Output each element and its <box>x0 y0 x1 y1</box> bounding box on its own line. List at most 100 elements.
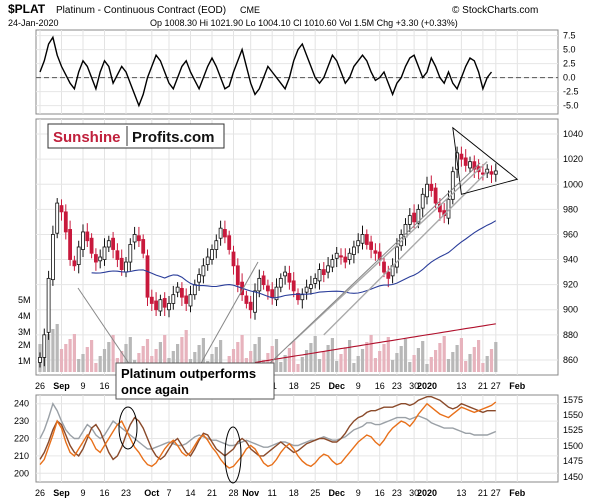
x-tick-top-15: 9 <box>356 381 361 391</box>
volume-bar-77 <box>370 335 373 372</box>
candle-body-48 <box>245 296 248 304</box>
candle-body-100 <box>469 162 472 168</box>
volume-bar-96 <box>451 352 454 372</box>
x-tick-bottom-4: 23 <box>121 488 131 498</box>
cmp-right-tick-2: 1525 <box>563 425 583 435</box>
candle-body-16 <box>107 241 110 247</box>
candle-body-61 <box>301 295 304 300</box>
x-tick-top-12: 18 <box>289 381 299 391</box>
candle-body-65 <box>318 270 321 281</box>
x-tick-top-0: 26 <box>35 381 45 391</box>
candle-body-77 <box>370 242 373 250</box>
candle-body-98 <box>460 154 463 159</box>
candle-body-64 <box>314 278 317 283</box>
candle-body-34 <box>185 296 188 304</box>
candle-body-36 <box>193 285 196 295</box>
candle-body-39 <box>206 257 209 265</box>
candle-body-41 <box>215 241 218 250</box>
volume-bar-70 <box>339 354 342 372</box>
candle-body-31 <box>172 295 175 304</box>
candle-body-13 <box>94 255 97 263</box>
x-tick-bottom-5: Oct <box>144 488 159 498</box>
volume-bar-86 <box>408 362 411 372</box>
price-ytick-8: 880 <box>563 330 578 340</box>
candle-body-71 <box>344 257 347 262</box>
candle-body-37 <box>198 275 201 283</box>
candle-body-11 <box>86 232 89 241</box>
volume-bar-101 <box>473 347 476 372</box>
candle-body-5 <box>60 206 63 212</box>
osc-ytick-4: -2.5 <box>563 87 579 97</box>
x-tick-top-16: 16 <box>375 381 385 391</box>
candle-body-45 <box>232 252 235 266</box>
candle-body-63 <box>309 285 312 289</box>
x-tick-top-20: 13 <box>456 381 466 391</box>
osc-ytick-0: 7.5 <box>563 31 576 41</box>
x-tick-bottom-22: 27 <box>491 488 501 498</box>
candle-body-89 <box>421 194 424 208</box>
candle-body-25 <box>146 256 149 297</box>
candle-body-23 <box>137 236 140 241</box>
cmp-left-tick-1: 230 <box>14 416 29 426</box>
candle-body-35 <box>189 295 192 306</box>
volume-bar-72 <box>348 340 351 372</box>
price-ytick-4: 960 <box>563 229 578 239</box>
volume-bar-5 <box>60 349 63 372</box>
candle-body-43 <box>223 229 226 237</box>
volume-bar-73 <box>352 363 355 372</box>
x-tick-top-19: 2020 <box>417 381 437 391</box>
volume-bar-105 <box>490 349 493 372</box>
volume-bar-98 <box>460 338 463 372</box>
volume-bar-79 <box>378 351 381 372</box>
volume-bar-3 <box>51 329 54 372</box>
candle-body-18 <box>116 251 119 260</box>
volume-ytick-2: 3M <box>18 327 31 337</box>
x-tick-bottom-13: 25 <box>310 488 320 498</box>
volume-bar-7 <box>69 339 72 372</box>
volume-bar-94 <box>443 336 446 372</box>
volume-bar-95 <box>447 359 450 372</box>
candle-body-106 <box>494 171 497 174</box>
price-ytick-9: 860 <box>563 355 578 365</box>
volume-bar-87 <box>413 355 416 372</box>
volume-bar-102 <box>477 340 480 372</box>
candle-body-49 <box>249 302 252 310</box>
volume-bar-69 <box>335 361 338 372</box>
cmp-left-tick-4: 200 <box>14 468 29 478</box>
date-label: 24-Jan-2020 <box>8 18 59 28</box>
candle-body-86 <box>408 216 411 225</box>
candle-body-29 <box>163 298 166 307</box>
volume-bar-64 <box>314 336 317 372</box>
candle-body-40 <box>211 250 214 260</box>
x-tick-bottom-21: 21 <box>478 488 488 498</box>
candle-body-19 <box>120 258 123 269</box>
volume-bar-89 <box>421 341 424 372</box>
x-tick-top-1: Sep <box>53 381 70 391</box>
candle-body-83 <box>395 247 398 267</box>
annotation-line2: once again <box>121 382 189 397</box>
volume-bar-68 <box>331 338 334 372</box>
volume-bar-76 <box>365 342 368 372</box>
exchange-label: CME <box>240 5 260 15</box>
volume-ytick-3: 2M <box>18 340 31 350</box>
candle-body-42 <box>219 228 222 238</box>
price-ytick-7: 900 <box>563 305 578 315</box>
price-ytick-0: 1040 <box>563 129 583 139</box>
candle-body-12 <box>90 238 93 253</box>
volume-bar-4 <box>56 324 59 372</box>
x-tick-bottom-0: 26 <box>35 488 45 498</box>
x-tick-top-2: 9 <box>80 381 85 391</box>
candle-body-2 <box>47 278 50 332</box>
x-tick-top-3: 16 <box>99 381 109 391</box>
volume-ytick-1: 4M <box>18 311 31 321</box>
volume-bar-60 <box>296 364 299 372</box>
volume-bar-12 <box>90 340 93 372</box>
candle-body-105 <box>490 172 493 175</box>
volume-bar-100 <box>468 354 471 372</box>
volume-bar-90 <box>425 364 428 372</box>
volume-bar-78 <box>374 358 377 372</box>
volume-bar-82 <box>391 360 394 372</box>
candle-body-0 <box>39 357 42 362</box>
candle-body-30 <box>168 303 171 309</box>
